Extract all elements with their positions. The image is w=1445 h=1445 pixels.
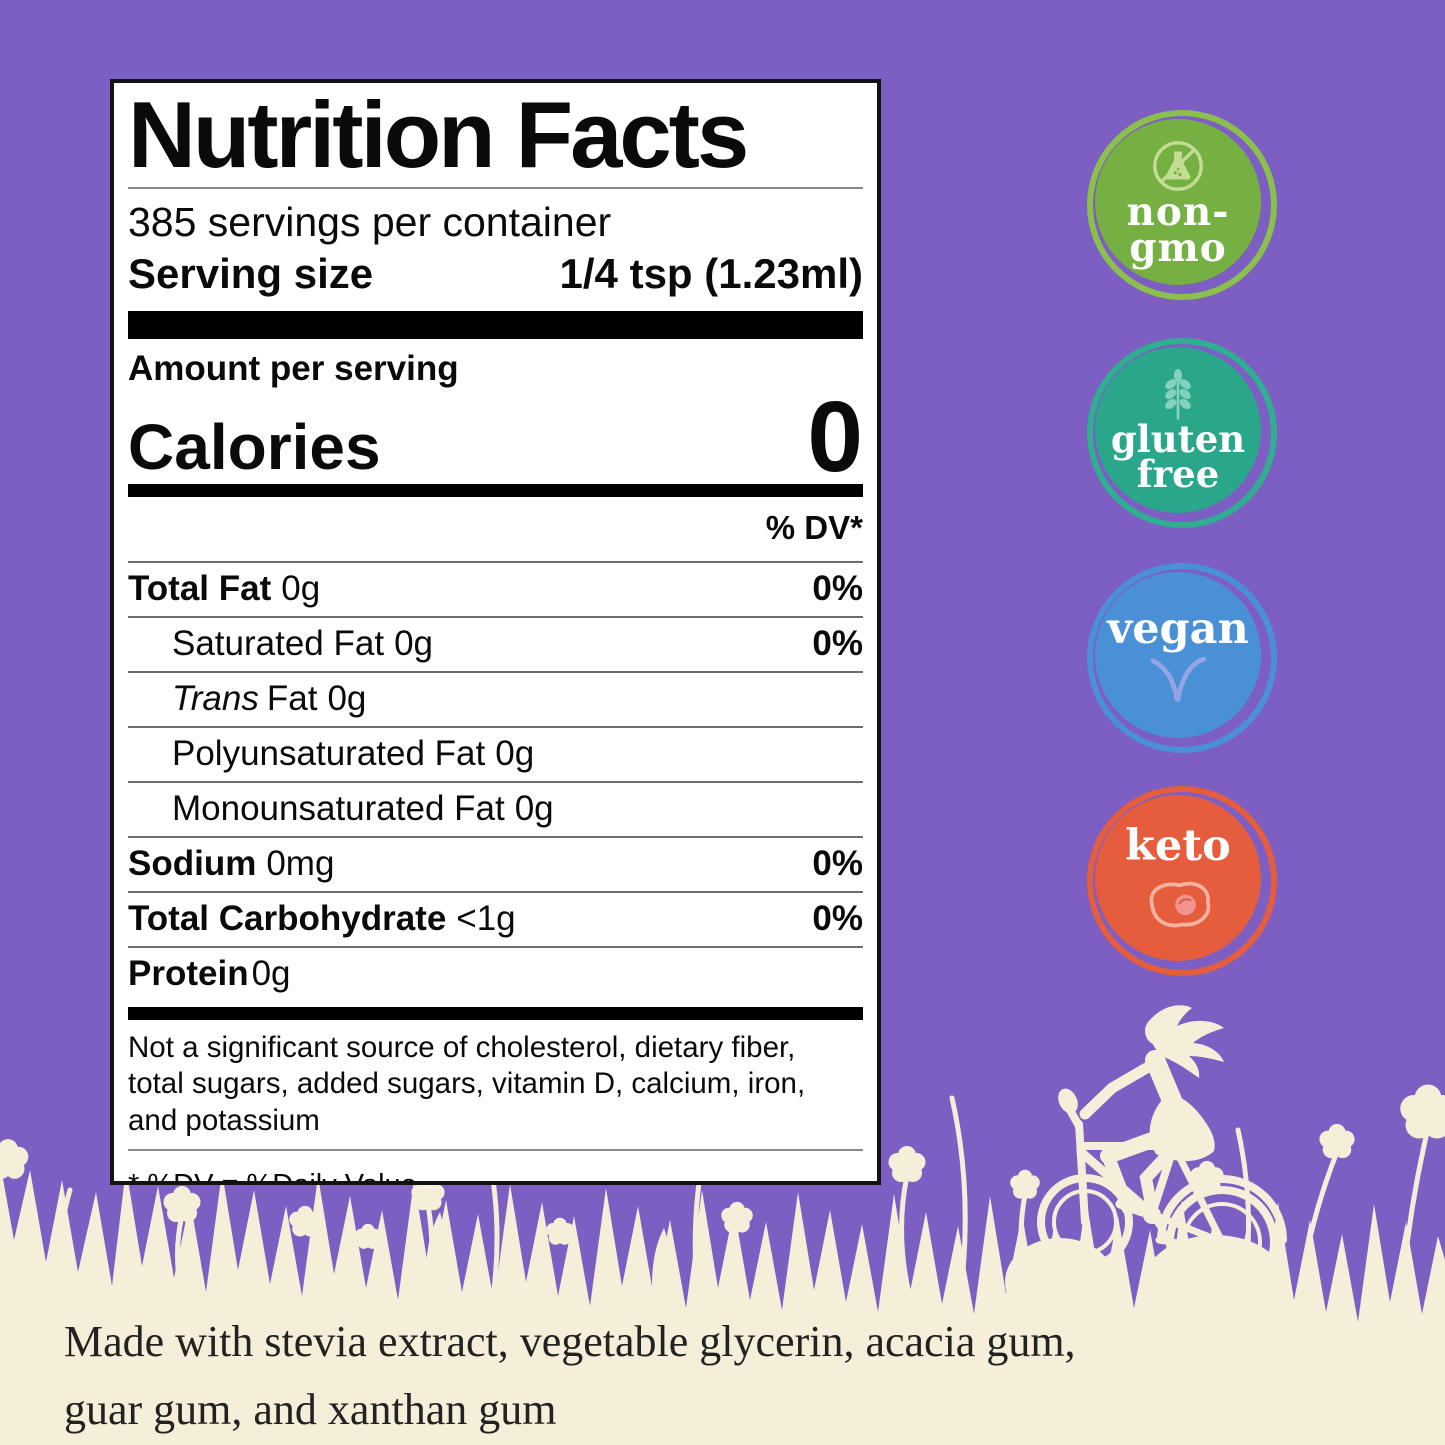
nutrient-row: Saturated Fat 0g 0%: [128, 615, 863, 671]
servings-per-container: 385 servings per container: [128, 198, 612, 245]
nutrient-row: Polyunsaturated Fat 0g: [128, 725, 863, 781]
medium-divider: [128, 483, 863, 497]
badge-ring: [1087, 786, 1277, 976]
girl-on-bicycle-silhouette: [1079, 1005, 1224, 1217]
label-title: Nutrition Facts: [128, 82, 749, 187]
nutrient-rows: Total Fat 0g 0% Saturated Fat 0g 0% Trans Fat 0g…: [128, 560, 863, 1001]
serving-size-value: 1/4 tsp (1.23ml): [559, 249, 863, 297]
badge-circle: keto: [1095, 795, 1261, 961]
badge-keto: keto: [1083, 783, 1277, 976]
serving-size-label: Serving size: [128, 249, 374, 297]
divider: [128, 1149, 863, 1152]
sprout-icon: [1150, 656, 1207, 702]
thick-divider: [128, 311, 863, 340]
fried-egg-icon: [1149, 881, 1211, 927]
ingredients-line: Made with stevia extract, vegetable glyc…: [64, 1317, 1076, 1366]
amount-per-serving: Amount per serving: [128, 349, 459, 389]
badge-ring: [1087, 338, 1277, 528]
meadow-decoration: [0, 1005, 1445, 1445]
no-gmo-flask-icon: [1153, 141, 1203, 192]
calories-label: Calories: [128, 410, 381, 483]
nutrition-facts-label: Nutrition Facts 385 servings per contain…: [110, 79, 881, 1185]
daily-value-note: * %DV = %Daily Value: [128, 1159, 863, 1181]
nutrient-row: Monounsaturated Fat 0g: [128, 780, 863, 836]
grass-silhouette: [0, 1162, 1445, 1445]
calories-value: 0: [807, 380, 863, 493]
badge-label: keto: [1125, 820, 1231, 871]
nutrient-row: Trans Fat 0g: [128, 670, 863, 726]
wheat-icon: [1165, 368, 1191, 420]
footnote: Not a significant source of cholesterol,…: [128, 1030, 806, 1137]
badge-circle: non- gmo: [1095, 119, 1261, 285]
divider: [128, 186, 863, 189]
badge-label: non- gmo: [1126, 189, 1230, 271]
medium-divider: [128, 1006, 863, 1020]
badge-label: vegan: [1107, 603, 1249, 654]
badge-vegan: vegan: [1083, 560, 1277, 753]
ingredients-line: guar gum, and xanthan gum: [64, 1385, 557, 1435]
nutrient-row: Sodium 0mg 0%: [128, 835, 863, 891]
ingredients-text: Made with stevia extract, vegetable glyc…: [64, 1308, 1394, 1444]
nutrient-row: Protein 0g: [128, 945, 863, 1001]
nutrient-row: Total Carbohydrate <1g 0%: [128, 890, 863, 946]
daily-value-header: % DV*: [765, 508, 863, 546]
badge-gluten-free: gluten free: [1083, 335, 1277, 528]
badge-ring: [1087, 110, 1277, 300]
badge-non-gmo: non- gmo: [1083, 107, 1277, 300]
serving-size-row: Serving size 1/4 tsp (1.23ml): [128, 247, 863, 302]
badge-circle: gluten free: [1095, 347, 1261, 513]
nutrient-row: Total Fat 0g 0%: [128, 560, 863, 616]
badge-circle: vegan: [1095, 572, 1261, 738]
calories-row: Calories 0: [128, 380, 863, 493]
badge-label: gluten free: [1110, 416, 1246, 496]
badge-ring: [1087, 563, 1277, 753]
